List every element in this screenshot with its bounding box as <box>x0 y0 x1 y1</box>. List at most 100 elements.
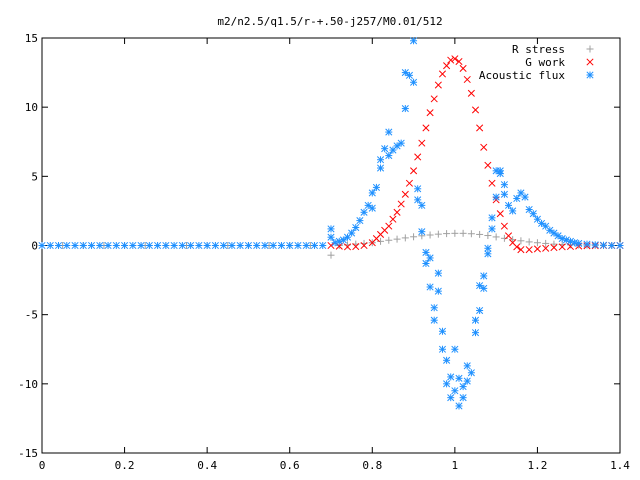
x-tick-label: 1 <box>452 459 459 472</box>
data-point <box>220 241 228 250</box>
data-point <box>546 226 554 234</box>
data-point <box>343 233 352 241</box>
data-point <box>500 181 508 189</box>
data-point <box>496 167 504 175</box>
legend-marker <box>586 58 594 66</box>
data-point <box>496 210 504 218</box>
data-point <box>187 241 195 250</box>
data-point <box>418 139 426 147</box>
data-point <box>112 241 120 250</box>
y-tick-label: -15 <box>18 447 38 460</box>
data-point <box>385 152 393 160</box>
data-point <box>529 210 537 218</box>
x-tick-label: 0.4 <box>197 459 217 472</box>
data-point <box>401 190 409 198</box>
data-point <box>154 241 162 250</box>
legend-label: Acoustic flux <box>479 69 565 82</box>
data-point <box>513 194 521 203</box>
data-point <box>608 241 616 250</box>
legend-label: G work <box>525 56 565 69</box>
x-tick-label: 1.4 <box>610 459 630 472</box>
y-tick-label: -5 <box>25 309 38 322</box>
data-point <box>236 241 244 250</box>
data-point <box>327 251 335 259</box>
data-point <box>170 241 178 250</box>
data-point <box>447 373 455 381</box>
data-point <box>459 394 467 402</box>
axes: 0 0.2 0.4 0.6 0.8 1 1.2 1.4 -15 -10 -5 0 5 10 15 <box>18 32 630 472</box>
data-point <box>484 161 492 169</box>
data-point <box>244 241 252 250</box>
data-point <box>71 241 79 250</box>
data-point <box>443 230 451 238</box>
data-point <box>476 230 484 238</box>
data-point <box>253 241 261 250</box>
data-point <box>480 143 488 151</box>
data-point <box>418 201 426 209</box>
data-point <box>405 179 413 187</box>
data-point <box>513 243 521 251</box>
data-point <box>575 239 583 247</box>
data-point <box>368 189 376 197</box>
data-marks <box>38 37 624 410</box>
data-point <box>405 71 413 79</box>
series-acoustic-flux <box>38 37 624 410</box>
data-point <box>467 89 475 97</box>
data-point <box>451 387 459 395</box>
data-point <box>500 234 508 242</box>
data-point <box>327 233 335 241</box>
data-point <box>356 217 364 225</box>
data-point <box>410 78 418 86</box>
data-point <box>471 106 480 114</box>
data-point <box>393 235 401 243</box>
data-point <box>385 222 393 230</box>
data-point <box>447 394 455 402</box>
data-point <box>422 124 430 132</box>
data-point <box>414 196 422 204</box>
data-point <box>591 241 599 249</box>
data-point <box>434 287 442 295</box>
data-point <box>459 229 467 237</box>
data-point <box>228 241 236 250</box>
data-point <box>352 223 360 232</box>
data-point <box>401 234 409 242</box>
data-point <box>410 167 418 175</box>
data-point <box>430 304 438 312</box>
data-point <box>500 222 508 230</box>
data-point <box>467 369 475 377</box>
data-point <box>451 345 459 353</box>
data-point <box>447 56 455 64</box>
data-point <box>372 183 380 191</box>
data-point <box>327 241 335 250</box>
data-point <box>525 246 533 254</box>
data-point <box>443 356 451 364</box>
data-point <box>377 237 385 245</box>
data-point <box>422 248 430 256</box>
data-point <box>558 243 566 251</box>
data-point <box>381 145 389 153</box>
data-point <box>438 345 447 353</box>
data-point <box>368 204 376 212</box>
data-point <box>410 233 418 241</box>
data-point <box>294 241 302 250</box>
data-point <box>484 250 492 258</box>
data-point <box>418 228 426 236</box>
data-point <box>434 269 442 277</box>
data-point <box>492 233 500 241</box>
data-point <box>63 241 71 250</box>
data-point <box>414 153 422 161</box>
data-point <box>261 241 269 250</box>
data-point <box>343 243 352 251</box>
data-point <box>104 241 112 250</box>
data-point <box>129 241 137 250</box>
data-point <box>488 225 496 233</box>
data-point <box>348 229 356 237</box>
data-point <box>538 219 546 227</box>
data-point <box>504 201 513 209</box>
data-point <box>54 241 63 250</box>
x-tick-label: 1.2 <box>527 459 547 472</box>
data-point <box>476 306 484 315</box>
data-point <box>38 241 46 250</box>
data-point <box>488 179 496 187</box>
